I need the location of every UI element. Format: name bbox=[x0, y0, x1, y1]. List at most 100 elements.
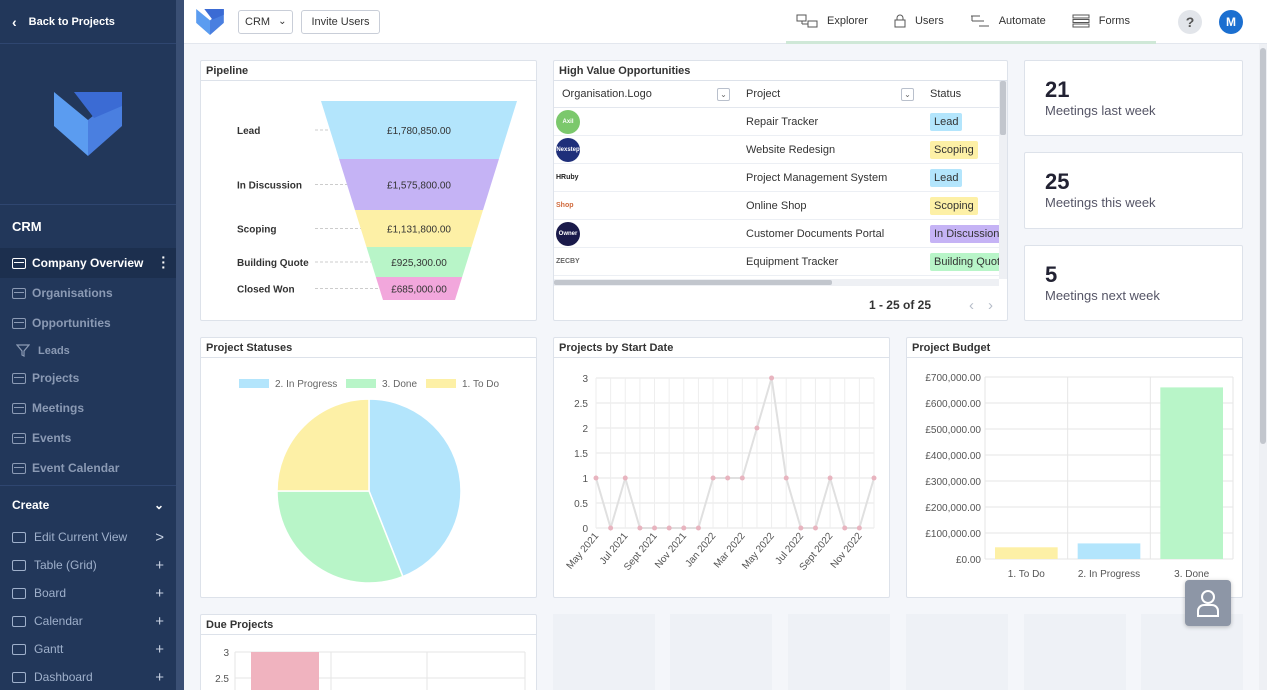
project-name: Repair Tracker bbox=[746, 115, 819, 128]
create-item-gantt[interactable]: Gantt + bbox=[0, 635, 184, 663]
app-select[interactable]: CRM ⌄ bbox=[238, 9, 294, 34]
bar[interactable] bbox=[1077, 543, 1141, 559]
plus-icon[interactable]: + bbox=[155, 640, 164, 658]
sidebar-item-events[interactable]: Events bbox=[0, 423, 184, 453]
data-point[interactable] bbox=[710, 475, 716, 481]
sidebar-item-projects[interactable]: Projects bbox=[0, 363, 184, 393]
help-button[interactable]: ? bbox=[1178, 10, 1202, 34]
nav-users[interactable]: Users bbox=[894, 14, 944, 28]
create-item-calendar[interactable]: Calendar + bbox=[0, 607, 184, 635]
data-point[interactable] bbox=[812, 525, 818, 531]
pie-slice[interactable] bbox=[276, 490, 404, 584]
vertical-scrollbar[interactable] bbox=[999, 81, 1007, 279]
create-item-table-grid-[interactable]: Table (Grid) + bbox=[0, 551, 184, 579]
sidebar-scrollbar[interactable] bbox=[176, 0, 184, 690]
plus-icon[interactable]: + bbox=[155, 584, 164, 602]
panel-title: Projects by Start Date bbox=[554, 338, 889, 358]
sidebar-item-event-calendar[interactable]: Event Calendar bbox=[0, 453, 184, 483]
data-point[interactable] bbox=[593, 475, 599, 481]
bar[interactable] bbox=[1160, 387, 1223, 559]
x-tick-label: Nov 2022 bbox=[829, 531, 865, 571]
invite-users-button[interactable]: Invite Users bbox=[301, 9, 380, 34]
plus-icon[interactable]: + bbox=[155, 556, 164, 574]
nav-explorer[interactable]: Explorer bbox=[796, 14, 868, 28]
project-name: Website Redesign bbox=[746, 143, 836, 156]
filter-icon[interactable]: ⌄ bbox=[901, 87, 914, 101]
create-item-dashboard[interactable]: Dashboard + bbox=[0, 663, 184, 690]
horizontal-scrollbar[interactable] bbox=[554, 279, 999, 286]
data-point[interactable] bbox=[739, 475, 745, 481]
data-point[interactable] bbox=[842, 525, 848, 531]
sidebar-item-opportunities[interactable]: Opportunities bbox=[0, 308, 184, 338]
nav-automate[interactable]: Automate bbox=[970, 14, 1046, 28]
sidebar-item-organisations[interactable]: Organisations bbox=[0, 278, 184, 308]
data-point[interactable] bbox=[681, 525, 687, 531]
table-row[interactable]: Axil Repair Tracker Lead bbox=[554, 108, 1007, 136]
data-point[interactable] bbox=[754, 425, 760, 431]
placeholder-card bbox=[788, 614, 890, 690]
view-icon bbox=[12, 615, 26, 627]
data-point[interactable] bbox=[666, 525, 672, 531]
section-title: CRM bbox=[0, 204, 184, 248]
back-to-projects-link[interactable]: ‹ Back to Projects bbox=[0, 0, 184, 44]
pie-slice[interactable] bbox=[276, 398, 370, 492]
pipeline-funnel-chart: Lead £1,780,850.00 In Discussion £1,575,800… bbox=[237, 101, 517, 300]
nav-forms[interactable]: Forms bbox=[1072, 14, 1130, 28]
table-row[interactable]: ZECBY Equipment Tracker Building Quote bbox=[554, 248, 1007, 276]
plus-icon[interactable]: + bbox=[155, 612, 164, 630]
data-point[interactable] bbox=[783, 475, 789, 481]
data-point[interactable] bbox=[652, 525, 658, 531]
logo-icon[interactable] bbox=[196, 8, 224, 35]
create-item-label: Edit Current View bbox=[34, 530, 128, 544]
funnel-stage-value: £925,300.00 bbox=[391, 258, 447, 269]
chat-support-button[interactable] bbox=[1185, 580, 1231, 626]
page-scrollbar[interactable] bbox=[1259, 44, 1267, 690]
table-row[interactable]: Owner Customer Documents Portal In Discuss… bbox=[554, 220, 1007, 248]
funnel-stage-value: £1,780,850.00 bbox=[387, 126, 451, 137]
placeholder-card bbox=[553, 614, 655, 690]
sidebar-item-company-overview[interactable]: Company Overview · · · bbox=[0, 248, 184, 278]
y-tick-label: £700,000.00 bbox=[925, 373, 981, 384]
top-nav: Explorer Users Automate Forms bbox=[786, 0, 1156, 44]
table-row[interactable]: Nexstep Website Redesign Scoping bbox=[554, 136, 1007, 164]
dashboard-canvas: Pipeline Lead £1,780,850.00 In Discussion £… bbox=[184, 44, 1259, 690]
pie-slice[interactable] bbox=[368, 398, 462, 578]
table-row[interactable]: Shop Online Shop Scoping bbox=[554, 192, 1007, 220]
data-point[interactable] bbox=[827, 475, 833, 481]
table-row[interactable]: HRuby Project Management System Lead bbox=[554, 164, 1007, 192]
data-point[interactable] bbox=[856, 525, 862, 531]
data-point[interactable] bbox=[769, 375, 775, 381]
create-item-edit-current-view[interactable]: Edit Current View > bbox=[0, 523, 184, 551]
cell-logo: Shop bbox=[554, 202, 738, 209]
data-point[interactable] bbox=[798, 525, 804, 531]
bar[interactable] bbox=[995, 547, 1058, 559]
chevron-left-icon[interactable]: ‹ bbox=[969, 296, 974, 314]
view-icon bbox=[12, 531, 26, 543]
data-point[interactable] bbox=[725, 475, 731, 481]
y-tick-label: £500,000.00 bbox=[925, 425, 981, 436]
sidebar-item-leads[interactable]: Leads bbox=[0, 338, 184, 363]
data-point[interactable] bbox=[637, 525, 643, 531]
more-options-icon[interactable]: · · · bbox=[161, 249, 166, 275]
chevron-down-icon: ⌄ bbox=[278, 16, 287, 27]
column-header-project[interactable]: Project ⌄ bbox=[738, 87, 922, 101]
data-point[interactable] bbox=[695, 525, 701, 531]
user-avatar[interactable]: M bbox=[1219, 10, 1243, 34]
chevron-left-icon: ‹ bbox=[12, 13, 17, 30]
stat-card: 5 Meetings next week bbox=[1024, 245, 1243, 321]
plus-icon[interactable]: + bbox=[155, 668, 164, 686]
data-point[interactable] bbox=[608, 525, 614, 531]
filter-icon[interactable]: ⌄ bbox=[717, 87, 730, 101]
table-icon bbox=[12, 257, 26, 269]
column-header-logo[interactable]: Organisation.Logo ⌄ bbox=[554, 87, 738, 101]
sidebar-item-meetings[interactable]: Meetings bbox=[0, 393, 184, 423]
bar[interactable] bbox=[251, 652, 319, 690]
data-point[interactable] bbox=[622, 475, 628, 481]
data-point[interactable] bbox=[871, 475, 877, 481]
column-header-status[interactable]: Status bbox=[922, 88, 1002, 100]
create-section-toggle[interactable]: Create ⌄ bbox=[0, 485, 184, 523]
nav-forms-label: Forms bbox=[1098, 14, 1130, 27]
chevron-right-icon[interactable]: > bbox=[155, 528, 164, 546]
chevron-right-icon[interactable]: › bbox=[988, 296, 993, 314]
create-item-board[interactable]: Board + bbox=[0, 579, 184, 607]
